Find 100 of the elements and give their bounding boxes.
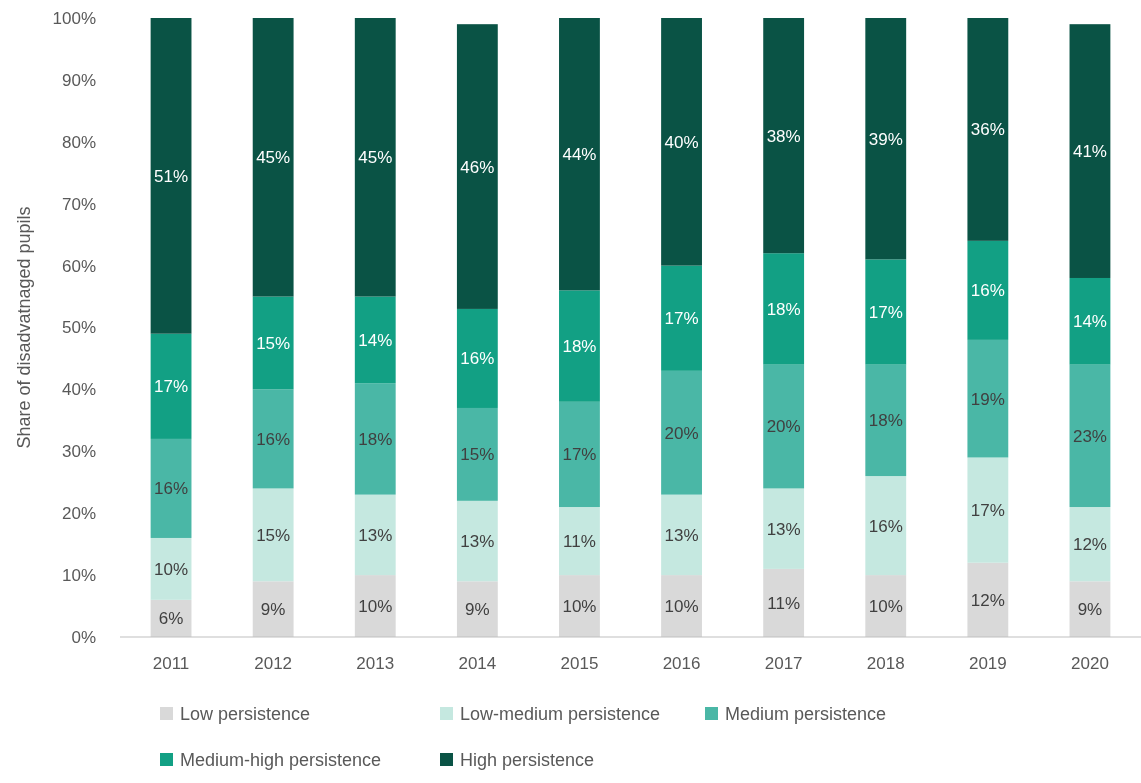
data-label: 44% xyxy=(562,145,597,165)
bar xyxy=(559,401,600,508)
y-tick-label: 60% xyxy=(61,256,96,276)
x-tick-label: 2019 xyxy=(968,654,1007,673)
bar xyxy=(354,383,396,495)
bar xyxy=(865,259,907,365)
legend-label: High persistence xyxy=(460,750,595,770)
y-tick-label: 80% xyxy=(61,132,96,152)
data-label: 10% xyxy=(154,559,189,579)
bar xyxy=(967,18,1009,241)
data-label: 10% xyxy=(562,597,597,616)
data-label: 36% xyxy=(970,120,1005,140)
data-label: 23% xyxy=(1072,426,1107,446)
data-label: 15% xyxy=(460,445,495,465)
data-label: 17% xyxy=(664,309,699,329)
data-label: 17% xyxy=(154,377,189,397)
y-tick-label: 20% xyxy=(61,504,96,524)
data-label: 6% xyxy=(158,609,184,629)
data-label: 16% xyxy=(868,516,903,536)
y-tick-label: 0% xyxy=(71,627,96,647)
x-tick-label: 2017 xyxy=(764,654,803,673)
bar xyxy=(354,575,396,637)
data-label: 14% xyxy=(358,330,393,350)
bar xyxy=(967,562,1009,637)
legend-label: Low-medium persistence xyxy=(460,704,661,724)
data-label: 16% xyxy=(460,349,495,369)
data-label: 51% xyxy=(154,166,189,186)
bar xyxy=(559,575,600,637)
data-label: 16% xyxy=(256,429,291,449)
data-label: 10% xyxy=(358,597,393,616)
bar xyxy=(252,389,294,489)
data-label: 15% xyxy=(256,333,291,353)
x-tick-label: 2016 xyxy=(662,654,701,673)
bar xyxy=(763,253,805,365)
bar xyxy=(1069,507,1111,582)
data-label: 11% xyxy=(767,593,801,613)
x-tick-label: 2013 xyxy=(356,654,395,673)
bar xyxy=(967,240,1009,340)
bar xyxy=(763,364,805,489)
x-tick-label: 2014 xyxy=(458,654,497,673)
x-tick-label: 2012 xyxy=(254,654,293,673)
bar xyxy=(865,18,907,260)
y-tick-label: 70% xyxy=(61,194,96,214)
legend-label: Medium persistence xyxy=(725,704,887,724)
data-label: 46% xyxy=(460,157,495,177)
data-label: 20% xyxy=(766,417,801,437)
bar xyxy=(559,18,600,291)
x-tick-label: 2020 xyxy=(1071,654,1109,673)
data-label: 15% xyxy=(256,525,291,545)
data-label: 16% xyxy=(970,281,1005,301)
bar xyxy=(252,581,294,637)
data-label: 17% xyxy=(868,302,903,322)
bar xyxy=(763,568,805,637)
x-tick-label: 2015 xyxy=(560,654,599,673)
data-label: 12% xyxy=(1072,535,1107,555)
data-label: 38% xyxy=(766,126,801,146)
y-tick-label: 50% xyxy=(61,318,96,338)
data-label: 9% xyxy=(465,600,490,620)
data-label: 16% xyxy=(154,479,189,499)
data-label: 17% xyxy=(562,445,597,465)
bar xyxy=(1069,364,1111,508)
data-label: 9% xyxy=(260,600,286,620)
data-label: 45% xyxy=(256,148,291,168)
bar xyxy=(559,290,600,402)
bar xyxy=(252,488,294,582)
data-label: 13% xyxy=(358,525,393,545)
data-label: 10% xyxy=(868,597,903,616)
bar xyxy=(252,18,294,297)
bar xyxy=(150,438,192,538)
legend-label: Low persistence xyxy=(180,704,311,724)
bar xyxy=(456,500,498,582)
bar xyxy=(967,339,1009,458)
bar xyxy=(150,18,192,334)
x-tick-label: 2018 xyxy=(866,654,905,673)
data-label: 13% xyxy=(664,525,699,545)
bar xyxy=(661,18,702,266)
bar xyxy=(252,296,294,390)
bar xyxy=(661,575,702,637)
data-label: 18% xyxy=(358,429,393,449)
data-label: 14% xyxy=(1072,312,1107,332)
bar xyxy=(763,488,805,569)
data-label: 18% xyxy=(562,337,597,357)
bar xyxy=(559,507,600,576)
y-tick-label: 90% xyxy=(61,70,96,90)
x-tick-label: 2011 xyxy=(152,654,190,673)
bar xyxy=(865,364,907,477)
data-label: 41% xyxy=(1072,142,1107,162)
data-label: 13% xyxy=(460,532,495,552)
bar xyxy=(865,476,907,576)
bar xyxy=(354,494,396,576)
bar xyxy=(1069,24,1111,278)
bar xyxy=(456,308,498,408)
bar xyxy=(456,407,498,501)
bar xyxy=(150,333,192,439)
bar xyxy=(661,265,702,371)
bar xyxy=(967,457,1009,563)
data-label: 40% xyxy=(664,132,699,152)
data-label: 18% xyxy=(868,411,903,431)
bar xyxy=(456,581,498,637)
bar xyxy=(354,18,396,297)
